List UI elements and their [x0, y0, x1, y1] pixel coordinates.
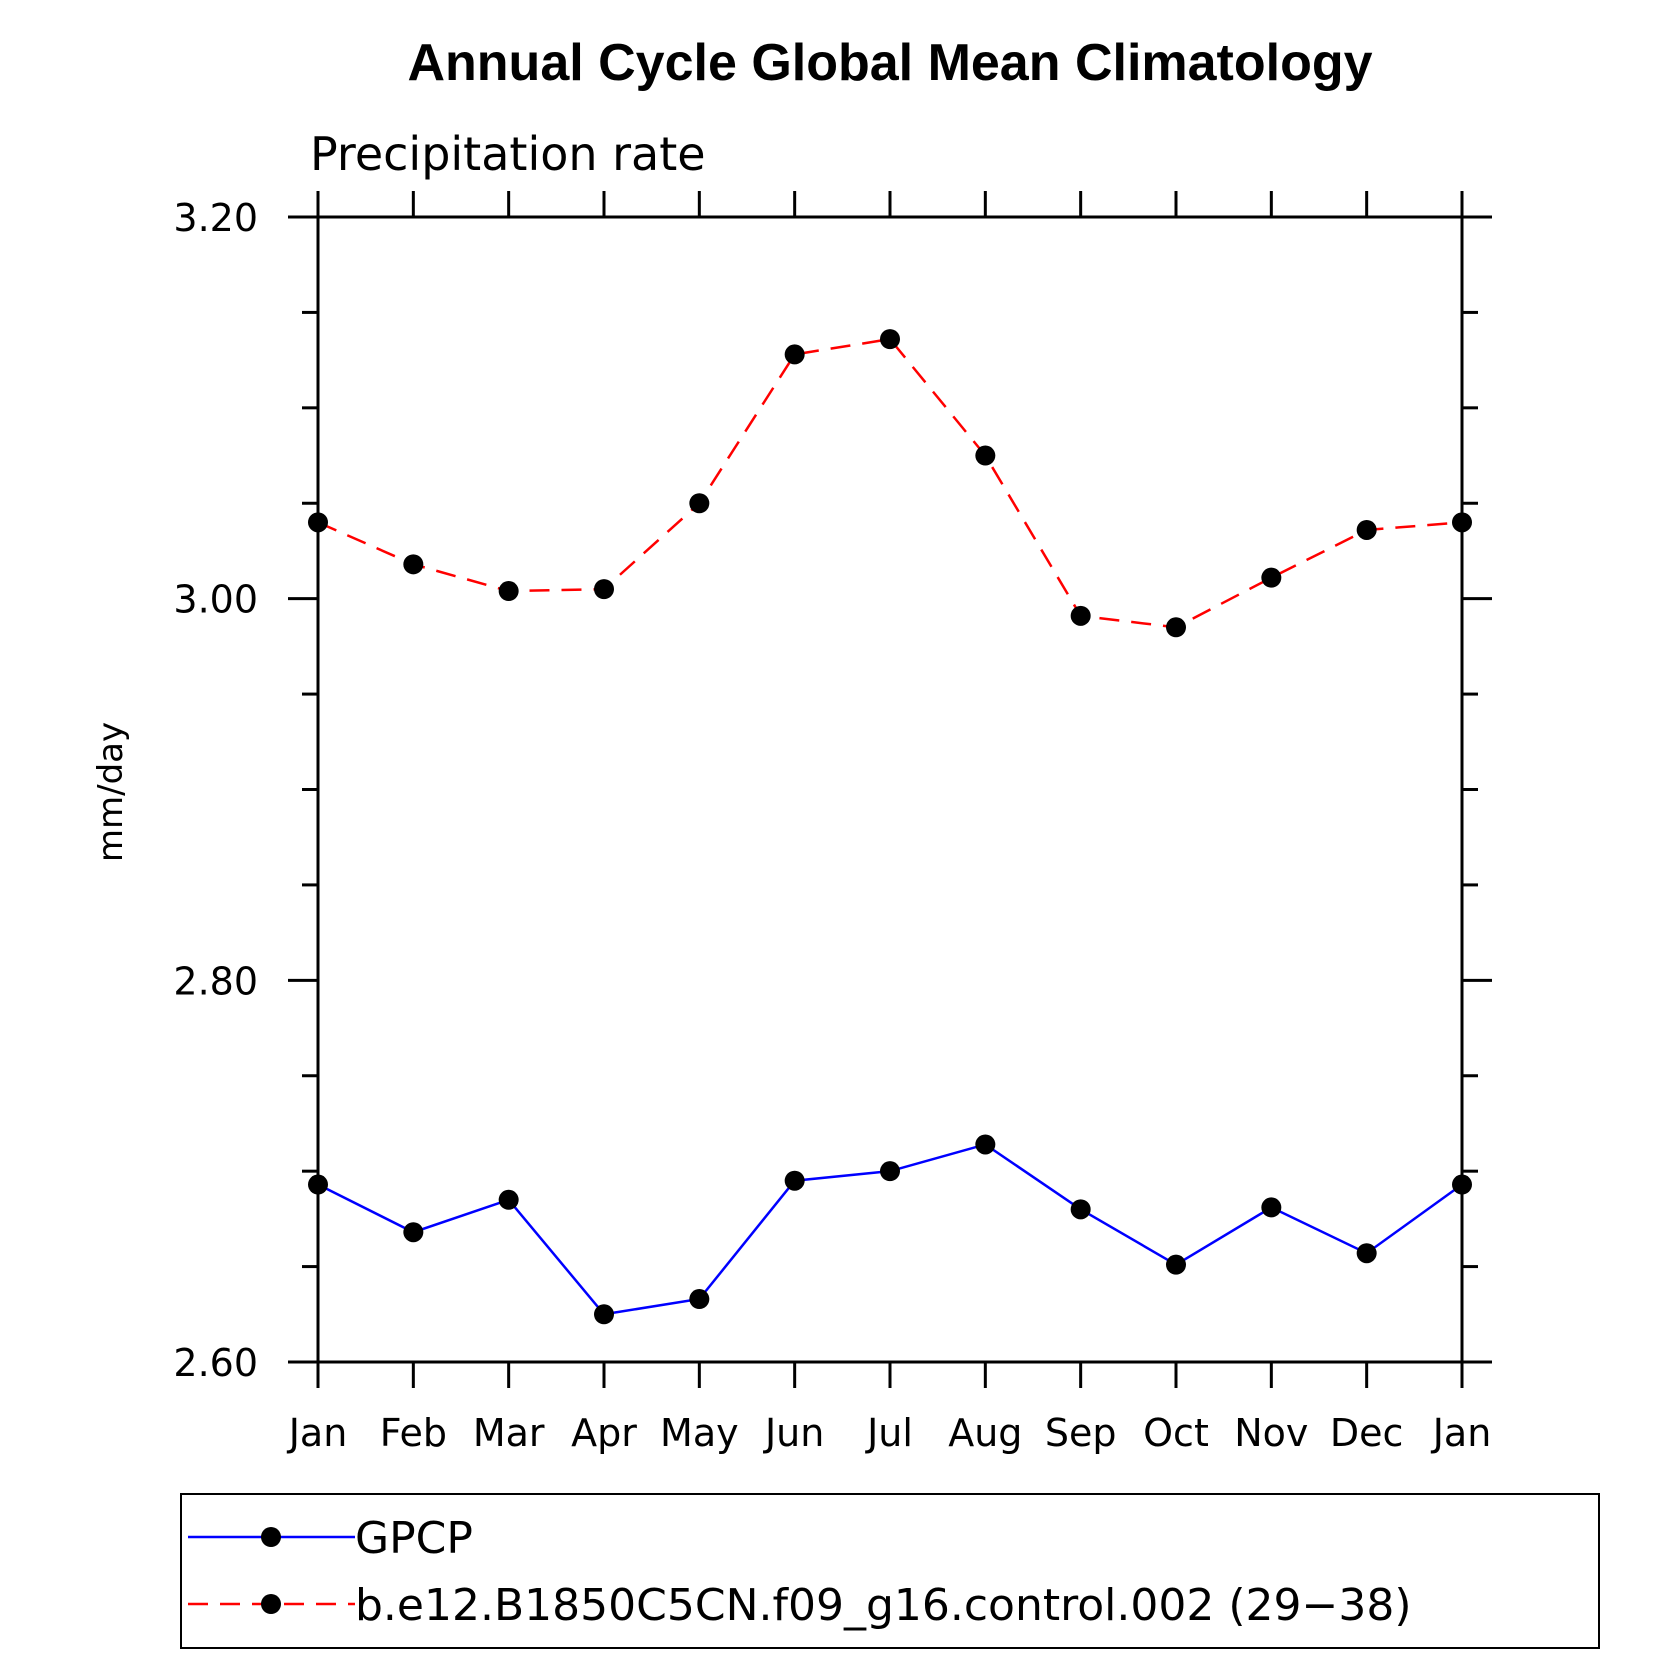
- chart-subtitle: Precipitation rate: [310, 127, 706, 181]
- x-tick-label-7: Aug: [948, 1411, 1022, 1455]
- series-1-point-0: [308, 512, 328, 533]
- legend: GPCP b.e12.B1850C5CN.f09_g16.control.002…: [180, 1493, 1600, 1649]
- x-tick-label-6: Jul: [865, 1411, 913, 1455]
- legend-label-gpcp: GPCP: [355, 1513, 473, 1564]
- x-tick-label-5: Jun: [763, 1411, 824, 1455]
- x-tick-label-11: Dec: [1330, 1411, 1404, 1455]
- series-0-point-2: [498, 1189, 519, 1210]
- y-tick-label-3: 3.20: [173, 196, 258, 240]
- series-0-point-5: [784, 1170, 805, 1191]
- series-0-point-4: [689, 1289, 710, 1310]
- x-tick-label-8: Sep: [1045, 1411, 1117, 1455]
- y-axis-label: mm/day: [91, 722, 131, 862]
- x-tick-label-3: Apr: [571, 1411, 637, 1455]
- series-line-1: [317, 337, 1463, 629]
- series-0-point-7: [975, 1134, 996, 1155]
- y-tick-label-1: 2.80: [173, 959, 258, 1003]
- legend-marker-model: [261, 1594, 281, 1614]
- series-1-point-10: [1261, 567, 1282, 588]
- chart-title: Annual Cycle Global Mean Climatology: [407, 34, 1372, 92]
- series-layer: [308, 329, 1472, 1325]
- legend-label-model: b.e12.B1850C5CN.f09_g16.control.002 (29−…: [355, 1580, 1412, 1631]
- x-tick-label-12: Jan: [1431, 1411, 1492, 1455]
- x-tick-label-4: May: [660, 1411, 739, 1455]
- series-0-point-9: [1166, 1254, 1186, 1275]
- series-0-point-6: [880, 1161, 900, 1182]
- series-1-point-8: [1070, 605, 1091, 626]
- series-0-point-1: [403, 1222, 424, 1243]
- series-0-point-3: [594, 1304, 614, 1325]
- series-1-point-5: [784, 344, 805, 365]
- series-1-point-7: [975, 445, 996, 466]
- axis-ticks-layer: [288, 191, 1492, 1388]
- legend-box: [180, 1493, 1600, 1649]
- series-0-point-0: [308, 1174, 328, 1195]
- y-tick-label-2: 3.00: [173, 578, 258, 622]
- y-tick-label-0: 2.60: [173, 1341, 258, 1385]
- series-0-point-12: [1452, 1174, 1472, 1195]
- series-1-point-11: [1356, 519, 1377, 540]
- series-0-point-11: [1356, 1243, 1377, 1264]
- series-1-point-2: [498, 581, 519, 602]
- x-tick-label-0: Jan: [287, 1411, 348, 1455]
- x-tick-label-10: Nov: [1234, 1411, 1308, 1455]
- x-tick-label-1: Feb: [380, 1411, 447, 1455]
- series-1-point-3: [594, 579, 614, 600]
- series-1-point-4: [689, 493, 710, 514]
- series-0-point-10: [1261, 1197, 1282, 1218]
- tick-labels-layer: Jan Feb Mar Apr May Jun Jul Aug Sep Oct Nov Dec Jan 2…: [173, 196, 1491, 1455]
- series-1-point-9: [1166, 617, 1186, 638]
- x-tick-label-9: Oct: [1143, 1411, 1209, 1455]
- series-1-point-12: [1452, 512, 1472, 533]
- series-0-point-8: [1070, 1199, 1091, 1220]
- series-1-point-6: [880, 329, 900, 350]
- x-tick-label-2: Mar: [473, 1411, 545, 1455]
- legend-marker-gpcp: [261, 1527, 281, 1547]
- series-1-point-1: [403, 554, 424, 575]
- plot-frame: [316, 215, 1464, 1364]
